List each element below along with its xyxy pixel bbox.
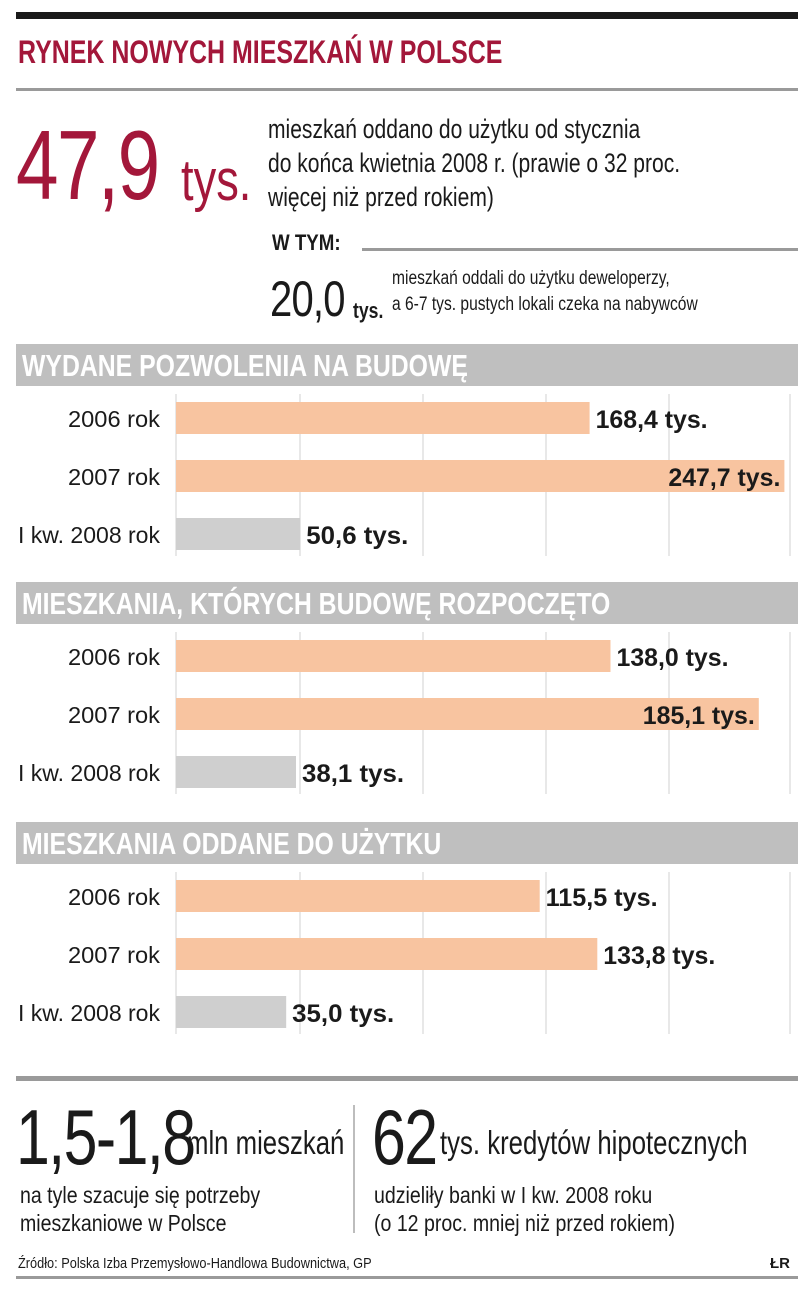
chart-1: 2006 rok 168,4 tys. 2007 rok 247,7 tys. I kw… [0, 390, 805, 565]
headline-value: 47,9 [16, 110, 160, 220]
category-label-2: 2007 rok [68, 942, 161, 968]
value-label-1: 115,5 tys. [546, 884, 658, 912]
chart-2: 2006 rok 138,0 tys. 2007 rok 185,1 tys. I kw… [0, 628, 805, 803]
bar-2 [176, 938, 598, 970]
category-label-2: 2007 rok [68, 464, 161, 490]
bar-3 [176, 996, 287, 1028]
chart-3-title: MIESZKANIA ODDANE DO UŻYTKU [22, 826, 442, 861]
category-label-1: 2006 rok [68, 884, 161, 910]
footer-right-desc-line-2: (o 12 proc. mniej niż przed rokiem) [374, 1210, 675, 1236]
bar-1 [176, 880, 540, 912]
bar-3 [176, 518, 301, 550]
footer-left-desc-line-2: mieszkaniowe w Polsce [20, 1210, 227, 1236]
chart-svg: 2006 rok 115,5 tys. 2007 rok 133,8 tys. I kw… [18, 872, 791, 1034]
headline-desc-line-3: więcej niż przed rokiem) [268, 182, 494, 212]
w-tym-unit: tys. [353, 298, 384, 323]
bar-2 [176, 698, 759, 730]
author-signature: ŁR [770, 1255, 790, 1272]
w-tym-desc-line-2: a 6-7 tys. pustych lokali czeka na nabyw… [392, 294, 698, 315]
value-label-2: 185,1 tys. [643, 702, 755, 730]
source-note: Źródło: Polska Izba Przemysłowo-Handlowa… [18, 1255, 372, 1272]
value-label-2: 133,8 tys. [603, 942, 715, 970]
footer-separator [353, 1105, 355, 1233]
bar-1 [176, 640, 611, 672]
value-label-2: 247,7 tys. [668, 464, 780, 492]
chart-3-header: MIESZKANIA ODDANE DO UŻYTKU [16, 822, 798, 864]
headline-unit: tys. [181, 148, 252, 213]
chart-1-title: WYDANE POZWOLENIA NA BUDOWĘ [22, 348, 468, 383]
value-label-3: 38,1 tys. [302, 760, 404, 788]
bar-2 [176, 460, 785, 492]
footer-divider [16, 1076, 798, 1081]
footer-right-value: 62 [372, 1093, 438, 1181]
chart-3: 2006 rok 115,5 tys. 2007 rok 133,8 tys. I kw… [0, 868, 805, 1043]
bar-1 [176, 402, 590, 434]
bottom-rule [16, 1276, 798, 1279]
category-label-1: 2006 rok [68, 644, 161, 670]
footer-right-desc-line-1: udzieliły banki w I kw. 2008 roku [374, 1182, 653, 1208]
category-label-1: 2006 rok [68, 406, 161, 432]
category-label-3: I kw. 2008 rok [18, 522, 160, 548]
w-tym-value: 20,0 [270, 271, 345, 327]
footer-left-value: 1,5-1,8 [16, 1093, 196, 1181]
top-bar [16, 12, 798, 19]
chart-svg: 2006 rok 138,0 tys. 2007 rok 185,1 tys. I kw… [18, 632, 791, 794]
chart-svg: 2006 rok 168,4 tys. 2007 rok 247,7 tys. I kw… [18, 394, 791, 556]
footer-left-unit: mln mieszkań [187, 1124, 345, 1161]
chart-2-title: MIESZKANIA, KTÓRYCH BUDOWĘ ROZPOCZĘTO [22, 586, 611, 621]
value-label-1: 168,4 tys. [596, 406, 708, 434]
value-label-3: 50,6 tys. [306, 522, 408, 550]
headline-desc-line-1: mieszkań oddano do użytku od stycznia [268, 114, 641, 144]
chart-2-header: MIESZKANIA, KTÓRYCH BUDOWĘ ROZPOCZĘTO [16, 582, 798, 624]
category-label-3: I kw. 2008 rok [18, 1000, 160, 1026]
category-label-2: 2007 rok [68, 702, 161, 728]
value-label-3: 35,0 tys. [292, 1000, 394, 1028]
page-title: RYNEK NOWYCH MIESZKAŃ W POLSCE [18, 34, 503, 70]
title-divider [16, 88, 798, 91]
footer-left-desc-line-1: na tyle szacuje się potrzeby [20, 1182, 261, 1208]
w-tym-label: W TYM: [272, 230, 341, 255]
footer-right-unit: tys. kredytów hipotecznych [440, 1124, 748, 1161]
category-label-3: I kw. 2008 rok [18, 760, 160, 786]
value-label-1: 138,0 tys. [617, 644, 729, 672]
bar-3 [176, 756, 296, 788]
headline-desc-line-2: do końca kwietnia 2008 r. (prawie o 32 p… [268, 148, 681, 178]
w-tym-rule [362, 248, 798, 251]
w-tym-desc-line-1: mieszkań oddali do użytku deweloperzy, [392, 268, 670, 289]
chart-1-header: WYDANE POZWOLENIA NA BUDOWĘ [16, 344, 798, 386]
